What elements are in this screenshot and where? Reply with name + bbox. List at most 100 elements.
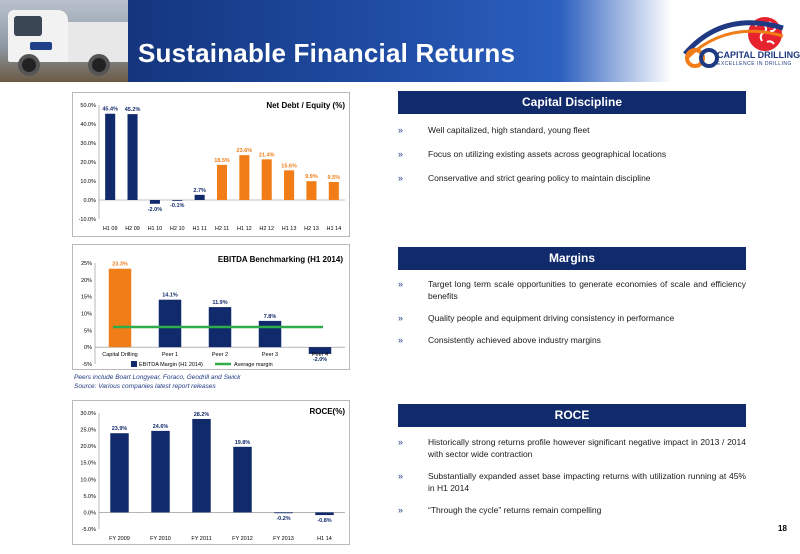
- data-label: 9.9%: [305, 174, 318, 180]
- data-label: 23.6%: [237, 148, 253, 154]
- data-label: 21.4%: [259, 152, 275, 158]
- data-label: 23.9%: [112, 426, 128, 432]
- drilling-truck-photo: [0, 0, 128, 82]
- y-tick-label: 5.0%: [83, 494, 96, 500]
- x-tick-label: H1 11: [192, 226, 206, 232]
- data-label: 45.2%: [125, 107, 141, 113]
- bar-h2-11: [216, 164, 228, 200]
- y-tick-label: 20.0%: [80, 444, 96, 450]
- bullet-marker: »: [398, 313, 404, 323]
- net-debt-equity-svg: -10.0% 0.0% 10.0% 20.0% 30.0% 40.0% 50.0% 45.4%…: [79, 103, 345, 232]
- bullet-text: Target long term scale opportunities to …: [428, 279, 746, 301]
- data-label: 7.8%: [264, 314, 277, 320]
- bullet-marker: »: [398, 335, 404, 345]
- truck-window: [14, 16, 42, 36]
- bar-peer-1: [158, 299, 182, 348]
- source-note: Source: Various companies latest report …: [74, 383, 216, 390]
- chart-title: ROCE(%): [309, 407, 345, 416]
- data-label: 18.5%: [214, 158, 230, 164]
- data-label: -2.0%: [148, 207, 162, 213]
- roce-bullets: » Historically strong returns profile how…: [398, 436, 746, 516]
- bar-capital-drilling: [108, 268, 132, 348]
- capital-discipline-header: Capital Discipline: [398, 91, 746, 114]
- bullet-marker: »: [398, 125, 404, 135]
- x-tick-label: H2 12: [259, 226, 274, 232]
- roce-svg: -5.0% 0.0% 5.0% 10.0% 15.0% 20.0% 25.0% 30.0% 23…: [80, 411, 345, 542]
- list-item: » Quality people and equipment driving co…: [398, 312, 746, 324]
- globe-logo-icon: [683, 17, 784, 68]
- bullet-text: Focus on utilizing existing assets acros…: [428, 149, 667, 159]
- bullet-marker: »: [398, 279, 404, 289]
- y-tick-label: 50.0%: [80, 103, 96, 109]
- capital-discipline-bullets: » Well capitalized, high standard, young …: [398, 124, 746, 184]
- page-number: 18: [778, 524, 787, 533]
- x-tick-label: Peer 3: [262, 352, 278, 358]
- net-debt-equity-chart: Net Debt / Equity (%) -10.0% 0.0% 10.0% 20.…: [72, 92, 350, 237]
- bar-h1-14: [315, 512, 334, 516]
- y-tick-label: 15.0%: [80, 461, 96, 467]
- x-tick-label: H1 13: [282, 226, 297, 232]
- legend-label-ebitda: EBITDA Margin (H1 2014): [139, 362, 203, 368]
- data-label: 14.1%: [162, 293, 178, 299]
- x-tick-label: H1 14: [326, 226, 341, 232]
- x-tick-label: FY 2010: [150, 536, 171, 542]
- x-tick-label: H2 11: [215, 226, 229, 232]
- x-tick-label: Capital Drilling: [102, 352, 137, 358]
- bar-h1-13: [284, 170, 295, 200]
- list-item: » Well capitalized, high standard, young …: [398, 124, 746, 136]
- truck-front-wheel: [18, 54, 40, 76]
- bar-fy-2009: [110, 433, 129, 513]
- y-tick-label: 20%: [81, 278, 92, 284]
- y-tick-label: 0.0%: [83, 198, 96, 204]
- y-tick-label: 25%: [81, 261, 92, 267]
- bar-h1-10: [149, 200, 160, 204]
- bullet-text: Quality people and equipment driving con…: [428, 313, 675, 323]
- bar-h2-12: [261, 159, 272, 200]
- ebitda-benchmarking-chart: EBITDA Benchmarking (H1 2014) -5% 0% 5% 10%…: [72, 244, 350, 370]
- list-item: » Focus on utilizing existing assets acro…: [398, 148, 746, 160]
- bar-h1-11: [194, 194, 205, 200]
- peers-note: Peers include Boart Longyear, Foraco, Ge…: [74, 374, 241, 381]
- bar-peer-3: [258, 320, 282, 348]
- brand-name: CAPITAL DRILLING: [717, 50, 800, 60]
- list-item: » Historically strong returns profile how…: [398, 436, 746, 460]
- y-tick-label: 40.0%: [80, 122, 96, 128]
- x-tick-label: FY 2009: [109, 536, 130, 542]
- x-tick-label: Peer 2: [212, 352, 228, 358]
- bar-peer-4: [308, 347, 332, 354]
- y-tick-label: 20.0%: [80, 160, 96, 166]
- bullet-text: Historically strong returns profile howe…: [428, 437, 746, 459]
- data-label: 11.9%: [212, 300, 227, 306]
- bullet-text: Consistently achieved above industry mar…: [428, 335, 601, 345]
- y-tick-label: 10.0%: [80, 477, 96, 483]
- data-label: 15.6%: [281, 163, 297, 169]
- data-label: 2.7%: [193, 188, 206, 194]
- data-label: 28.2%: [194, 412, 210, 418]
- x-tick-label: H2 10: [170, 226, 185, 232]
- bar-h2-10: [172, 200, 183, 201]
- list-item: » Conservative and strict gearing policy …: [398, 172, 746, 184]
- bullet-text: Well capitalized, high standard, young f…: [428, 125, 590, 135]
- legend-swatch-ebitda: [131, 361, 137, 367]
- bullet-text: Conservative and strict gearing policy t…: [428, 173, 651, 183]
- y-tick-label: 25.0%: [80, 428, 96, 434]
- chart-title: Net Debt / Equity (%): [266, 101, 345, 110]
- truck-rear-wheel: [88, 54, 110, 76]
- bar-h2-13: [306, 181, 317, 200]
- bullet-marker: »: [398, 437, 404, 447]
- bullet-marker: »: [398, 149, 404, 159]
- data-label: -0.8%: [317, 518, 331, 524]
- brand-tagline: EXCELLENCE IN DRILLING: [717, 61, 792, 67]
- margins-bullets: » Target long term scale opportunities to…: [398, 278, 746, 346]
- y-tick-label: 30.0%: [80, 141, 96, 147]
- roce-header: ROCE: [398, 404, 746, 427]
- roce-chart: ROCE(%) -5.0% 0.0% 5.0% 10.0% 15.0% 20.0% 25.0…: [72, 400, 350, 545]
- y-tick-label: 0%: [84, 345, 92, 351]
- bar-h2-09: [127, 114, 138, 200]
- bar-h1-14: [328, 181, 339, 200]
- y-tick-label: 30.0%: [80, 411, 96, 417]
- data-label: -0.1%: [170, 203, 184, 209]
- x-tick-label: H1 09: [103, 226, 118, 232]
- header-banner: Sustainable Financial Returns: [0, 0, 800, 82]
- y-tick-label: 5%: [84, 328, 92, 334]
